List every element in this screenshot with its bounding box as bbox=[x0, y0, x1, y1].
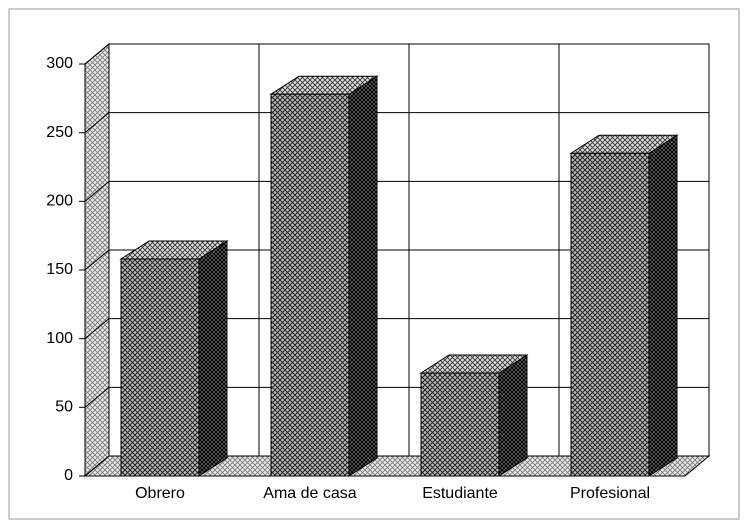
bar bbox=[569, 134, 679, 477]
bar-front bbox=[270, 93, 350, 477]
bar bbox=[269, 75, 379, 477]
grid-line bbox=[84, 318, 110, 340]
bar bbox=[119, 240, 229, 477]
grid-line bbox=[84, 455, 110, 477]
y-tick-label: 50 bbox=[55, 399, 73, 416]
bar bbox=[419, 354, 529, 477]
x-tick-label: Obrero bbox=[135, 485, 185, 502]
x-tick-label: Ama de casa bbox=[263, 485, 356, 502]
y-tick-label: 150 bbox=[46, 261, 73, 278]
bar-side bbox=[648, 134, 678, 477]
grid-line bbox=[84, 180, 110, 202]
y-tick-label: 250 bbox=[46, 124, 73, 141]
bar-front bbox=[570, 152, 650, 477]
bar-front bbox=[120, 258, 200, 477]
bar-front bbox=[420, 372, 500, 477]
y-tick-label: 200 bbox=[46, 193, 73, 210]
bar-side bbox=[348, 75, 378, 477]
y-tick-label: 300 bbox=[46, 55, 73, 72]
y-tick-label: 100 bbox=[46, 330, 73, 347]
grid-line bbox=[84, 386, 110, 408]
x-tick-label: Estudiante bbox=[422, 485, 498, 502]
bar-side bbox=[498, 354, 528, 477]
grid-line bbox=[84, 112, 110, 134]
x-tick-label: Profesional bbox=[570, 485, 650, 502]
y-tick-label: 0 bbox=[64, 467, 73, 484]
bar-side bbox=[198, 240, 228, 477]
chart-frame bbox=[8, 8, 740, 520]
grid-line bbox=[84, 249, 110, 271]
grid-line bbox=[84, 43, 110, 65]
